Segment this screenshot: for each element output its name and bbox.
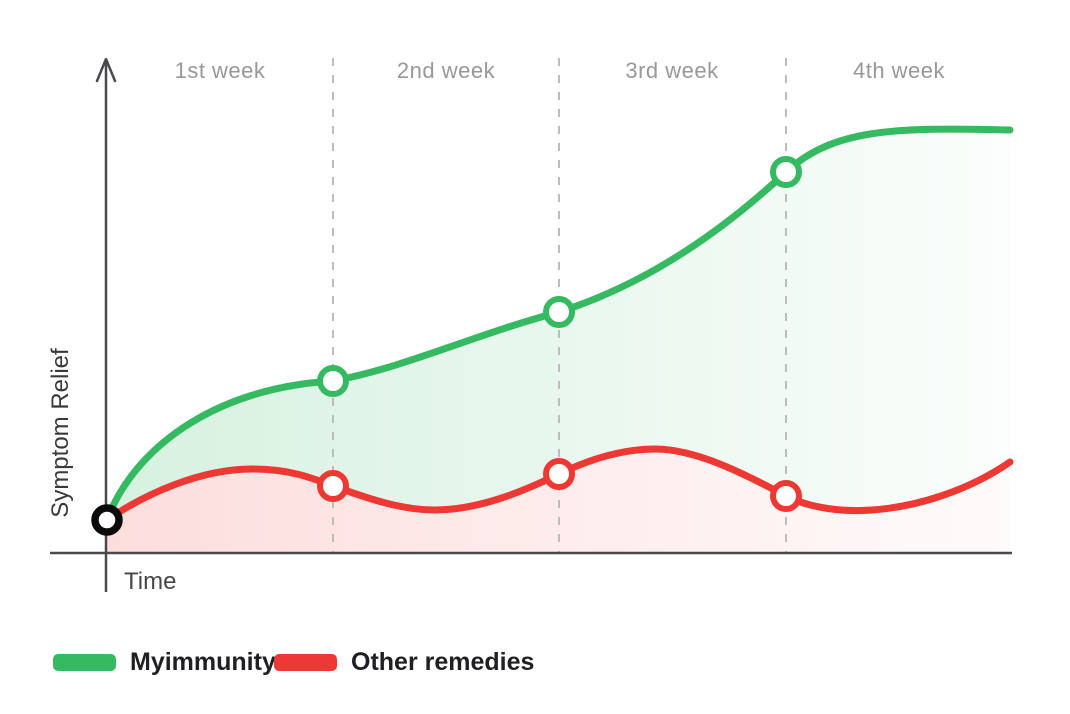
y-axis-arrow-icon — [95, 57, 117, 83]
legend-label-myimmunity: Myimmunity — [130, 647, 276, 676]
other-remedies-marker-week2 — [543, 458, 575, 490]
week-label-4: 4th week — [853, 58, 946, 83]
other-remedies-marker-week1 — [317, 470, 349, 502]
myimmunity-marker-week2 — [543, 296, 575, 328]
x-axis-label: Time — [124, 568, 176, 595]
other-remedies-marker-week3 — [770, 480, 802, 512]
legend-label-other-remedies: Other remedies — [351, 647, 535, 676]
legend: Myimmunity Other remedies — [0, 647, 1070, 677]
legend-item-other-remedies: Other remedies — [274, 647, 534, 677]
week-label-1: 1st week — [175, 58, 266, 83]
week-label-2: 2nd week — [397, 58, 496, 83]
myimmunity-marker-week3 — [770, 156, 802, 188]
myimmunity-marker-week1 — [317, 365, 349, 397]
y-axis-label: Symptom Relief — [47, 348, 74, 518]
other-remedies-swatch-icon — [274, 653, 337, 671]
start-marker — [91, 504, 123, 536]
legend-item-myimmunity: Myimmunity — [53, 647, 276, 677]
myimmunity-swatch-icon — [53, 653, 116, 671]
week-label-3: 3rd week — [625, 58, 719, 83]
